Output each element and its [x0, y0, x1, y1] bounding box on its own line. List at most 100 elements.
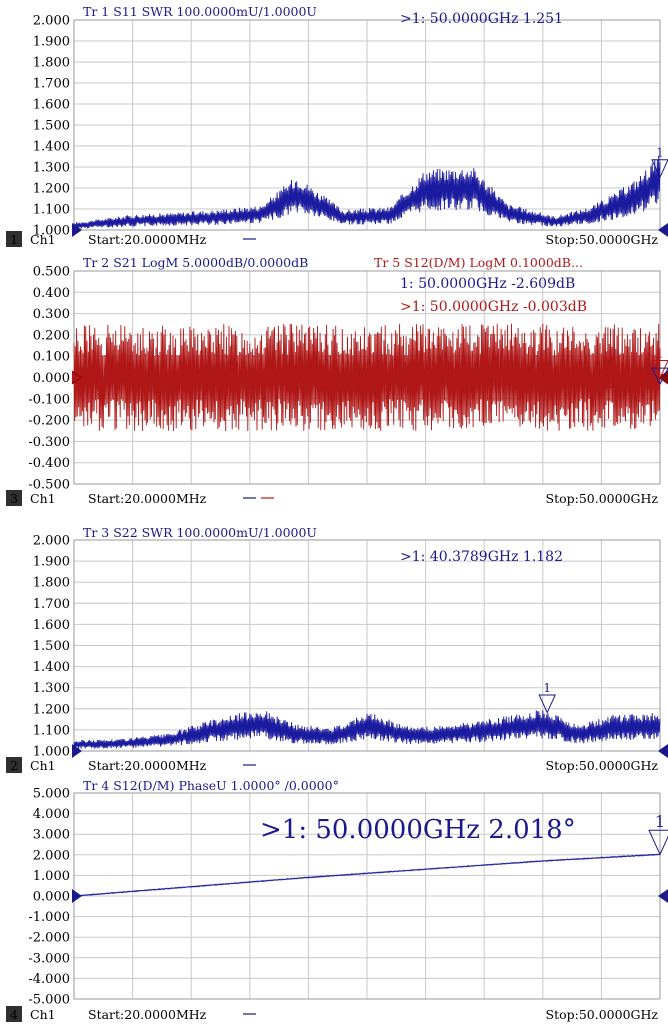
y-tick-label: -0.100 — [28, 392, 70, 407]
channel-label: Ch1 — [30, 1007, 56, 1022]
y-tick-label: 1.000 — [33, 224, 70, 239]
trace-series-line — [73, 155, 661, 230]
y-tick-label: 1.300 — [33, 161, 70, 176]
y-tick-label: 5.000 — [33, 787, 70, 802]
y-tick-label: 1.500 — [33, 119, 70, 134]
marker-number-label: 1 — [655, 812, 665, 831]
trace-label: Tr 2 S21 LogM 5.0000dB/0.0000dB — [83, 255, 308, 270]
y-tick-label: 1.200 — [33, 182, 70, 197]
y-tick-label: 1.000 — [33, 745, 70, 760]
channel-number-box — [6, 231, 22, 247]
chart-panel-3: 2.000 1.900 1.800 1.700 1.600 1.500 1.400 1.300… — [6, 525, 668, 773]
channel-label: Ch1 — [30, 491, 56, 506]
reference-level-right-icon — [658, 223, 668, 237]
y-tick-label: 1.100 — [33, 723, 70, 738]
reference-level-icon — [72, 223, 82, 237]
chart-panel-4: 5.000 4.000 3.000 2.000 1.000 0.000 -1.000 -2.0… — [6, 778, 668, 1022]
channel-number-box — [6, 490, 22, 506]
marker-triangle-icon — [648, 829, 668, 856]
trace-label: Tr 3 S22 SWR 100.0000mU/1.0000U — [83, 525, 317, 540]
y-tick-label: 0.000 — [33, 371, 70, 386]
reference-level-icon — [72, 744, 82, 758]
y-tick-label: 2.000 — [33, 14, 70, 29]
trace-label: Tr 4 S12(D/M) PhaseU 1.0000° /0.0000° — [83, 778, 339, 793]
plot-frame — [73, 539, 661, 752]
channel-number: 2 — [10, 758, 18, 773]
channel-number: 1 — [10, 232, 18, 247]
stop-frequency: Stop:50.0000GHz — [546, 758, 659, 773]
marker-triangle-icon — [651, 159, 668, 179]
y-tick-label: 4.000 — [33, 807, 70, 822]
marker-readout: 1: 50.0000GHz -2.609dB — [400, 276, 575, 292]
y-tick-label: 1.300 — [33, 681, 70, 696]
y-tick-label: 1.400 — [33, 140, 70, 155]
marker-readout: >1: 50.0000GHz 2.018° — [260, 815, 576, 845]
y-tick-label: 2.000 — [33, 534, 70, 549]
trace-label: Tr 1 S11 SWR 100.0000mU/1.0000U — [83, 4, 317, 19]
channel-number: 4 — [10, 1007, 18, 1022]
marker-number-label: 1 — [656, 347, 664, 361]
y-tick-label: -0.300 — [28, 435, 70, 450]
marker-number-label: 1 — [543, 681, 551, 695]
y-tick-label: 1.700 — [33, 77, 70, 92]
y-tick-label: 1.600 — [33, 98, 70, 113]
y-tick-label: 2.000 — [33, 848, 70, 863]
stop-frequency: Stop:50.0000GHz — [546, 1007, 659, 1022]
stop-frequency: Stop:50.0000GHz — [546, 232, 659, 247]
start-frequency: Start:20.0000MHz — [88, 758, 207, 773]
y-tick-label: 0.400 — [33, 286, 70, 301]
reference-level-2-icon — [72, 372, 81, 383]
trace-label-2: Tr 5 S12(D/M) LogM 0.1000dB... — [374, 255, 583, 270]
y-tick-label: -5.000 — [28, 993, 70, 1008]
y-tick-label: 0.000 — [33, 890, 70, 905]
y-tick-label: 1.900 — [33, 35, 70, 50]
y-tick-label: 1.100 — [33, 203, 70, 218]
reference-level-right-icon — [658, 889, 668, 903]
reference-level-icon — [72, 889, 82, 903]
y-tick-label: 1.600 — [33, 618, 70, 633]
y-tick-label: 0.100 — [33, 350, 70, 365]
y-tick-label: -0.500 — [28, 478, 70, 493]
y-tick-label: 1.800 — [33, 56, 70, 71]
y-tick-label: -2.000 — [28, 931, 70, 946]
y-tick-label: -1.000 — [28, 910, 70, 925]
y-tick-label: 1.200 — [33, 702, 70, 717]
chart-panel-1: 2.000 1.900 1.800 1.700 1.600 1.500 1.400 1.300… — [6, 4, 668, 247]
y-tick-label: 1.400 — [33, 660, 70, 675]
y-tick-label: 1.700 — [33, 597, 70, 612]
stop-frequency: Stop:50.0000GHz — [546, 491, 659, 506]
start-frequency: Start:20.0000MHz — [88, 1007, 207, 1022]
chart-panel-2: 0.500 0.400 0.300 0.200 0.100 0.000 -0.100 -0.2… — [6, 255, 668, 506]
start-frequency: Start:20.0000MHz — [88, 232, 207, 247]
plot-frame — [73, 19, 661, 231]
trace-series-line — [73, 323, 661, 432]
y-tick-label: 1.900 — [33, 555, 70, 570]
y-tick-label: 1.500 — [33, 639, 70, 654]
channel-label: Ch1 — [30, 758, 56, 773]
reference-level-right-icon — [658, 744, 668, 758]
channel-number-box — [6, 1006, 22, 1022]
y-tick-label: -4.000 — [28, 972, 70, 987]
y-tick-label: -0.400 — [28, 456, 70, 471]
marker-readout: >1: 40.3789GHz 1.182 — [400, 549, 563, 565]
channel-label: Ch1 — [30, 232, 56, 247]
y-tick-label: -0.200 — [28, 414, 70, 429]
channel-number: 3 — [10, 491, 18, 506]
y-tick-label: 1.000 — [33, 869, 70, 884]
marker-readout-2: >1: 50.0000GHz -0.003dB — [400, 299, 587, 315]
start-frequency: Start:20.0000MHz — [88, 491, 207, 506]
trace-series-line — [73, 853, 661, 897]
y-tick-label: 0.300 — [33, 307, 70, 322]
trace-series-line — [73, 710, 661, 749]
y-tick-label: 1.800 — [33, 576, 70, 591]
y-tick-label: 3.000 — [33, 828, 70, 843]
y-tick-label: 0.500 — [33, 265, 70, 280]
marker-readout: >1: 50.0000GHz 1.251 — [400, 11, 563, 27]
y-tick-label: 0.200 — [33, 328, 70, 343]
marker-triangle-2-icon — [651, 367, 668, 386]
channel-number-box — [6, 757, 22, 773]
y-tick-label: -3.000 — [28, 951, 70, 966]
marker-number-label: 1 — [656, 146, 664, 160]
marker-triangle-icon — [651, 360, 668, 380]
